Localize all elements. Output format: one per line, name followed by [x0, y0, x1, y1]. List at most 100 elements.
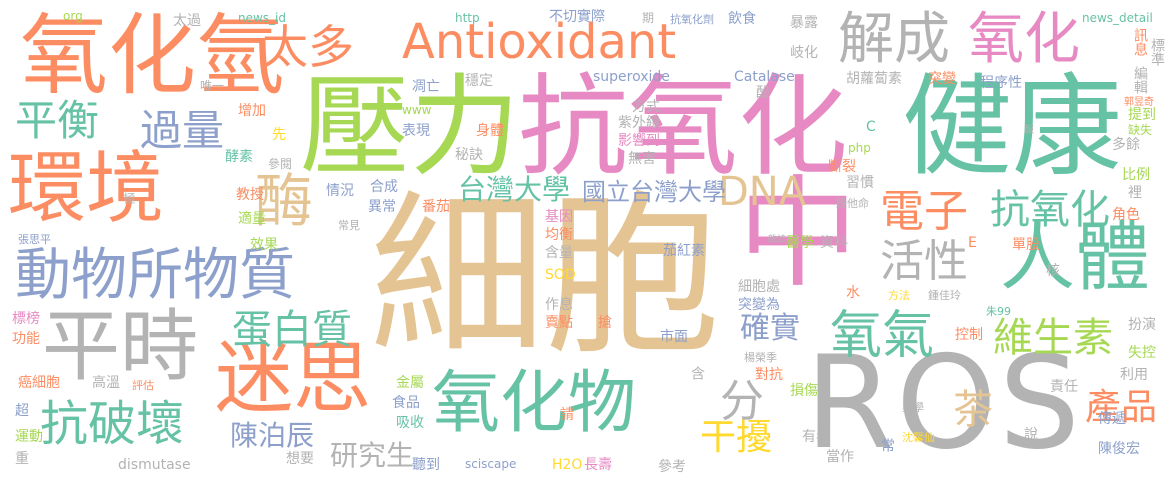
word-baolu: 暴露 — [790, 15, 818, 31]
word-li: 裡 — [1128, 185, 1142, 201]
word-pingheng: 平衡 — [15, 96, 100, 145]
word-buqieshiji: 不切實際 — [549, 9, 605, 25]
word-duanlie: 斷裂 — [828, 159, 856, 175]
word-weishengsu: 維生素 — [993, 315, 1113, 361]
word-ziwaixian: 紫外線 — [618, 115, 660, 131]
word-yaoxue: 藥學 — [902, 401, 924, 414]
word-yanjiusheng: 研究生 — [330, 439, 415, 472]
word-gongneng: 功能 — [12, 331, 40, 347]
word-qing: 請 — [560, 407, 574, 423]
word-biaoxian: 表現 — [402, 123, 430, 139]
word-catalase: Catalase — [734, 69, 795, 85]
word-wuhai: 無害 — [628, 151, 656, 167]
word-weiyi: 唯一 — [200, 79, 225, 93]
word-kangpohuai: 抗破壞 — [40, 396, 185, 452]
word-yanghuaqing: 氧化氫 — [20, 4, 285, 107]
word-queshi-h: 缺失 — [1128, 123, 1153, 137]
word-yanghuawu: 氧化物 — [432, 364, 637, 443]
word-queshi: 確實 — [740, 311, 800, 346]
word-huluobosu: 胡蘿蔔素 — [846, 71, 902, 87]
word-dismutase: dismutase — [118, 457, 191, 473]
word-sciscape: sciscape — [465, 457, 517, 471]
word-junheng: 均衡 — [545, 227, 573, 243]
word-gaowen: 高溫 — [92, 375, 120, 391]
word-fanqie: 番茄 — [422, 199, 450, 215]
word-shui: 水 — [846, 285, 860, 301]
word-maidian: 賣點 — [545, 315, 573, 331]
word-jiankang: 健康 — [902, 63, 1122, 191]
word-fen: 分 — [720, 376, 764, 427]
word-jinshu: 金屬 — [396, 375, 424, 391]
word-h2o: H2O — [552, 457, 583, 473]
word-ganrao: 干擾 — [700, 417, 773, 458]
word-chang: 常 — [879, 438, 895, 452]
word-misi: 迷思 — [215, 334, 372, 424]
word-chao: 超 — [15, 403, 29, 419]
word-mei: 酶 — [255, 167, 314, 235]
word-zhongjialing: 鍾佳玲 — [928, 289, 961, 302]
word-zhangsiping: 張思平 — [18, 233, 51, 246]
word-aixibao: 癌細胞 — [18, 375, 60, 391]
word-pinggu: 評估 — [132, 379, 154, 392]
word-weitaming: 維他命 — [836, 197, 869, 210]
word-shimian: 市面 — [660, 329, 688, 345]
word-sod: SOD — [545, 267, 576, 283]
word-zhong: 中 — [738, 165, 858, 304]
word-bili: 比例 — [1122, 167, 1150, 183]
word-danbaizhi: 蛋白質 — [232, 307, 352, 353]
word-c: C — [866, 119, 876, 135]
word-ros: ROS — [805, 329, 1082, 478]
word-dna: DNA — [718, 169, 807, 215]
word-sunshang: 損傷 — [790, 383, 818, 399]
word-xiguan: 習慣 — [846, 175, 874, 191]
word-changjian: 常見 — [338, 219, 360, 232]
word-org: org — [63, 9, 83, 23]
word-dangzuo: 當作 — [826, 449, 854, 465]
word-yanghua: 氧化 — [968, 7, 1080, 72]
word-xunxi: 訊息 — [1132, 28, 1148, 56]
word-chuandi: 傳遞 — [1098, 411, 1126, 427]
word-antioxidant: Antioxidant — [402, 14, 677, 70]
word-news-id: news_id — [238, 11, 287, 25]
word-pingshi: 平時 — [42, 302, 199, 392]
word-dianzi: 電子 — [880, 186, 968, 237]
word-chengxuxing: 程序性 — [980, 75, 1022, 91]
word-cankao: 參考 — [658, 459, 686, 475]
word-shiliang: 適量 — [238, 211, 266, 227]
word-duoyu: 多餘 — [1112, 137, 1140, 153]
word-guolitaiwandaxue: 國立台灣大學 — [582, 178, 726, 206]
word-jiecheng: 解成 — [838, 7, 950, 72]
word-chenjunhong: 陳俊宏 — [1098, 441, 1140, 457]
word-zhu99: 朱99 — [986, 305, 1011, 318]
word-juese: 角色 — [1112, 207, 1140, 223]
word-dongwusuowuzhi: 動物所物質 — [15, 243, 295, 308]
word-tubianwei: 突變為 — [738, 297, 780, 313]
word-shuo: 說 — [1024, 427, 1038, 443]
word-fen2: 酚 — [756, 85, 770, 101]
word-fangshi: 方式 — [632, 99, 660, 115]
word-yinshi: 飲食 — [728, 11, 756, 27]
word-yundong: 運動 — [15, 429, 43, 445]
word-wending: 穩定 — [465, 73, 493, 89]
word-huoxing: 活性 — [880, 236, 968, 287]
word-xishou: 吸收 — [396, 415, 424, 431]
word-yangqi: 氧氣 — [830, 306, 935, 366]
word-xian: 先 — [272, 127, 286, 143]
word-bao: 報 — [1024, 125, 1034, 136]
word-canyue: 參閱 — [268, 157, 293, 171]
word-qihua: 岐化 — [790, 45, 818, 61]
word-jiyin: 基因 — [545, 209, 573, 225]
word-zengjia: 增加 — [238, 103, 266, 119]
word-youdu: 有毒 — [802, 429, 830, 445]
word-zuoxi: 作息 — [545, 297, 573, 313]
word-yali: 壓力 — [300, 63, 520, 191]
word-shenti: 身體 — [476, 123, 504, 139]
word-biaozhun: 標準 — [1149, 38, 1165, 66]
word-shikong: 失控 — [1128, 345, 1156, 361]
word-xibao: 細胞 — [370, 176, 720, 379]
word-taiguo: 太過 — [173, 13, 201, 29]
word-qiehongsu: 茄紅素 — [663, 243, 705, 259]
word-renti: 人體 — [1000, 213, 1151, 301]
word-yichang: 異常 — [368, 199, 396, 215]
